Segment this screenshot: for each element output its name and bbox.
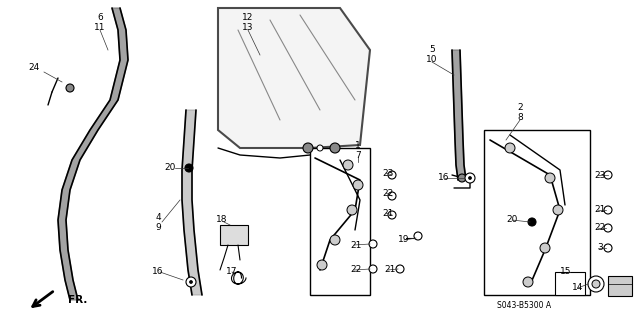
- Bar: [555, 272, 585, 295]
- Circle shape: [66, 84, 74, 92]
- Circle shape: [388, 171, 396, 179]
- Circle shape: [465, 173, 475, 183]
- Text: 9: 9: [155, 224, 161, 233]
- Circle shape: [588, 276, 604, 292]
- Circle shape: [458, 174, 466, 182]
- Text: 16: 16: [438, 174, 450, 182]
- Bar: [310, 148, 370, 295]
- Text: 13: 13: [243, 24, 253, 33]
- Text: 16: 16: [152, 268, 164, 277]
- Text: 6: 6: [97, 13, 103, 23]
- Text: 23: 23: [595, 170, 605, 180]
- Text: 20: 20: [164, 164, 176, 173]
- Text: 5: 5: [429, 46, 435, 55]
- Circle shape: [528, 218, 536, 226]
- Circle shape: [523, 277, 533, 287]
- Text: 21: 21: [384, 265, 396, 275]
- Text: 10: 10: [426, 56, 438, 64]
- Polygon shape: [182, 110, 202, 295]
- Text: 4: 4: [155, 213, 161, 222]
- Text: 21: 21: [382, 209, 394, 218]
- Bar: [484, 130, 590, 295]
- Text: 22: 22: [350, 265, 362, 275]
- Text: 19: 19: [398, 235, 410, 244]
- Circle shape: [604, 224, 612, 232]
- Text: 7: 7: [355, 151, 361, 160]
- Text: 8: 8: [517, 114, 523, 122]
- Circle shape: [468, 176, 472, 180]
- Polygon shape: [452, 50, 466, 180]
- Circle shape: [353, 180, 363, 190]
- Circle shape: [388, 211, 396, 219]
- Circle shape: [330, 143, 340, 153]
- Text: 3: 3: [597, 243, 603, 253]
- Circle shape: [553, 205, 563, 215]
- Circle shape: [540, 243, 550, 253]
- Polygon shape: [218, 8, 370, 148]
- Bar: [220, 225, 248, 245]
- Bar: [608, 276, 632, 296]
- Circle shape: [369, 265, 377, 273]
- Text: 18: 18: [216, 216, 228, 225]
- Circle shape: [303, 143, 313, 153]
- Circle shape: [186, 277, 196, 287]
- Circle shape: [317, 260, 327, 270]
- Circle shape: [505, 143, 515, 153]
- Text: 15: 15: [560, 268, 572, 277]
- Circle shape: [592, 280, 600, 288]
- Circle shape: [414, 232, 422, 240]
- Circle shape: [185, 164, 193, 172]
- Circle shape: [343, 160, 353, 170]
- Circle shape: [330, 235, 340, 245]
- Circle shape: [347, 205, 357, 215]
- Text: 23: 23: [382, 168, 394, 177]
- Text: 2: 2: [517, 103, 523, 113]
- Text: 24: 24: [28, 63, 40, 72]
- Text: 1: 1: [355, 140, 361, 150]
- Circle shape: [317, 145, 323, 151]
- Circle shape: [545, 173, 555, 183]
- Circle shape: [604, 171, 612, 179]
- Text: FR.: FR.: [68, 295, 88, 305]
- Circle shape: [604, 206, 612, 214]
- Circle shape: [189, 280, 193, 284]
- Text: 12: 12: [243, 13, 253, 23]
- Text: 17: 17: [227, 268, 237, 277]
- Text: S043-B5300 A: S043-B5300 A: [497, 301, 551, 310]
- Text: 21: 21: [595, 205, 605, 214]
- Circle shape: [604, 244, 612, 252]
- Text: 22: 22: [382, 189, 394, 197]
- Text: 22: 22: [595, 224, 605, 233]
- Circle shape: [369, 240, 377, 248]
- Text: 14: 14: [572, 284, 584, 293]
- Text: 20: 20: [506, 216, 518, 225]
- Text: 21: 21: [350, 241, 362, 249]
- Circle shape: [388, 192, 396, 200]
- Polygon shape: [58, 8, 128, 300]
- Circle shape: [396, 265, 404, 273]
- Text: 11: 11: [94, 24, 106, 33]
